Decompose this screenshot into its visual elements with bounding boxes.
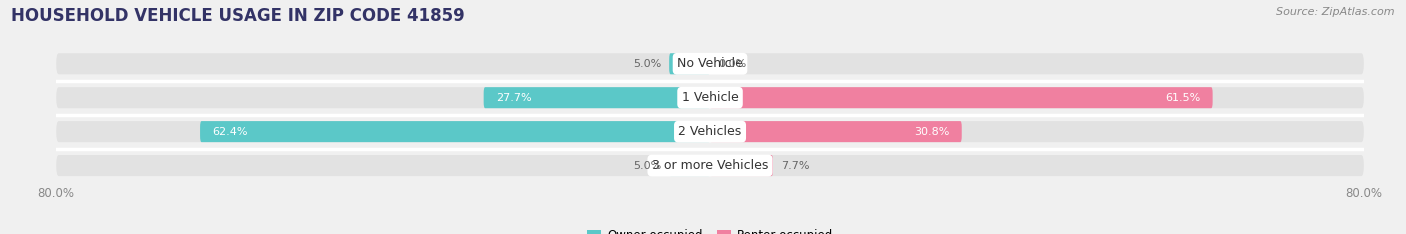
Text: 7.7%: 7.7% [782,161,810,171]
Text: 27.7%: 27.7% [496,93,531,103]
Text: 5.0%: 5.0% [633,161,661,171]
FancyBboxPatch shape [200,121,710,142]
Text: 30.8%: 30.8% [914,127,949,137]
Legend: Owner-occupied, Renter-occupied: Owner-occupied, Renter-occupied [582,225,838,234]
Text: 0.0%: 0.0% [718,59,747,69]
Text: No Vehicle: No Vehicle [678,57,742,70]
Text: 3 or more Vehicles: 3 or more Vehicles [652,159,768,172]
Text: 1 Vehicle: 1 Vehicle [682,91,738,104]
Text: 2 Vehicles: 2 Vehicles [679,125,741,138]
FancyBboxPatch shape [484,87,710,108]
FancyBboxPatch shape [710,121,962,142]
FancyBboxPatch shape [710,87,1212,108]
Text: Source: ZipAtlas.com: Source: ZipAtlas.com [1277,7,1395,17]
FancyBboxPatch shape [56,53,1364,74]
Text: 5.0%: 5.0% [633,59,661,69]
FancyBboxPatch shape [669,53,710,74]
FancyBboxPatch shape [669,155,710,176]
FancyBboxPatch shape [56,121,1364,142]
Text: 61.5%: 61.5% [1166,93,1201,103]
Text: 62.4%: 62.4% [212,127,247,137]
FancyBboxPatch shape [56,155,1364,176]
FancyBboxPatch shape [56,87,1364,108]
FancyBboxPatch shape [710,155,773,176]
Text: HOUSEHOLD VEHICLE USAGE IN ZIP CODE 41859: HOUSEHOLD VEHICLE USAGE IN ZIP CODE 4185… [11,7,465,25]
